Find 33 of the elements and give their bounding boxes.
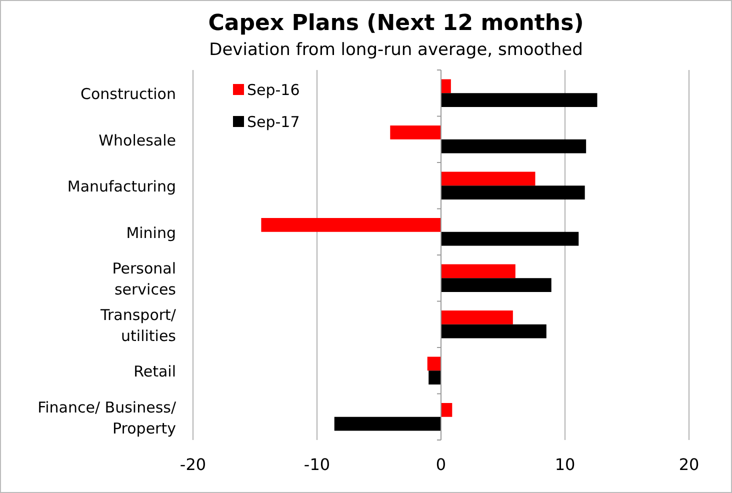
y-tick-label: Construction <box>80 85 176 104</box>
y-tick-label: Wholesale <box>98 131 176 150</box>
bar <box>441 186 585 200</box>
y-tick-label: Transport/ utilities <box>100 306 177 345</box>
x-tick-label: -10 <box>304 455 330 474</box>
y-tick-label: Manufacturing <box>67 178 176 196</box>
bar <box>441 93 598 107</box>
y-tick-label: Mining <box>126 224 176 242</box>
x-tick-label: -20 <box>180 455 206 474</box>
bar <box>441 403 452 417</box>
bar <box>441 310 513 324</box>
bar <box>441 139 586 154</box>
bar <box>441 79 451 94</box>
chart-subtitle: Deviation from long-run average, smoothed <box>209 40 583 60</box>
bar <box>441 278 552 292</box>
bar <box>441 172 536 186</box>
bar <box>427 356 441 371</box>
legend-label: Sep-16 <box>247 81 300 99</box>
bar <box>441 264 516 278</box>
y-tick-label: Personal services <box>112 260 176 299</box>
x-tick-label: 20 <box>678 455 700 474</box>
legend-label: Sep-17 <box>247 113 300 131</box>
x-tick-label: 0 <box>436 455 446 474</box>
y-tick-label: Retail <box>134 362 176 381</box>
x-tick-label: 10 <box>554 455 576 474</box>
bar <box>441 232 579 246</box>
bar <box>390 126 441 140</box>
bar <box>334 416 441 431</box>
bar <box>441 324 546 338</box>
y-tick-label: Finance/ Business/ Property <box>38 398 177 438</box>
bar <box>428 370 441 384</box>
bar <box>261 218 441 232</box>
chart-title: Capex Plans (Next 12 months) <box>208 11 584 36</box>
